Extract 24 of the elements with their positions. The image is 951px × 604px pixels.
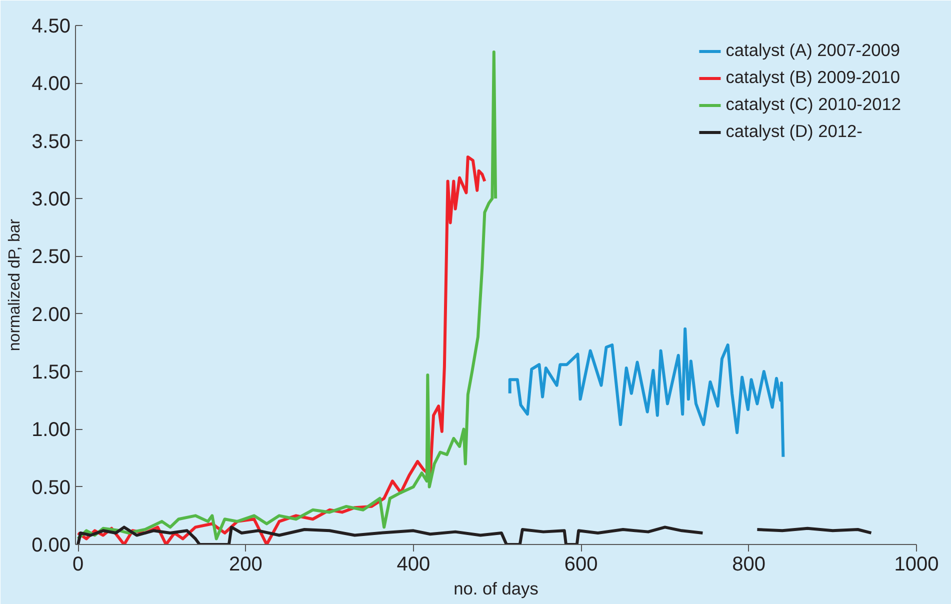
y-tick-label: 4.00 (32, 73, 71, 96)
legend-label: catalyst (C) 2010-2012 (726, 94, 901, 115)
y-tick-label: 3.50 (32, 130, 71, 153)
x-tick-label: 0 (72, 554, 84, 576)
x-tick-label: 400 (396, 554, 430, 576)
y-tick-label: 0.00 (32, 534, 71, 556)
legend-label: catalyst (D) 2012- (726, 121, 862, 142)
y-tick-label: 4.50 (32, 16, 71, 38)
y-tick-label: 0.50 (32, 476, 71, 499)
x-tick-label: 800 (732, 554, 766, 576)
y-tick-label: 1.50 (32, 362, 71, 384)
x-tick-label: 600 (564, 554, 598, 576)
y-tick-label: 2.00 (32, 304, 71, 326)
y-tick-label: 3.00 (32, 188, 71, 210)
y-tick-label: 1.00 (32, 419, 71, 442)
x-tick-label: 1000 (894, 554, 939, 576)
legend-label: catalyst (A) 2007-2009 (726, 40, 900, 61)
line-series (508, 327, 785, 458)
y-tick-label: 2.50 (32, 246, 71, 268)
x-axis-title: no. of days (454, 578, 539, 598)
y-axis-title: normalized dP, bar (6, 218, 24, 352)
line-series (76, 50, 498, 540)
legend-label: catalyst (B) 2009-2010 (726, 67, 900, 88)
x-tick-label: 200 (229, 554, 262, 576)
